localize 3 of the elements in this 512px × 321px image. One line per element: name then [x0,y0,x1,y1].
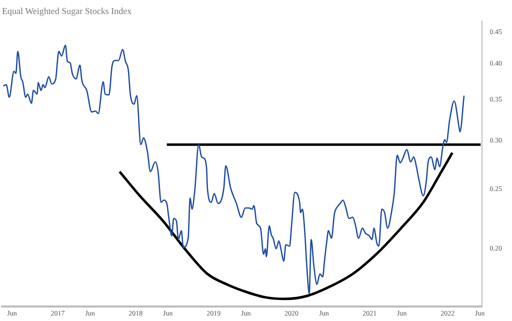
line-series [2,44,465,294]
line-series [118,152,454,300]
chart-title: Equal Weighted Sugar Stocks Index [2,6,132,16]
